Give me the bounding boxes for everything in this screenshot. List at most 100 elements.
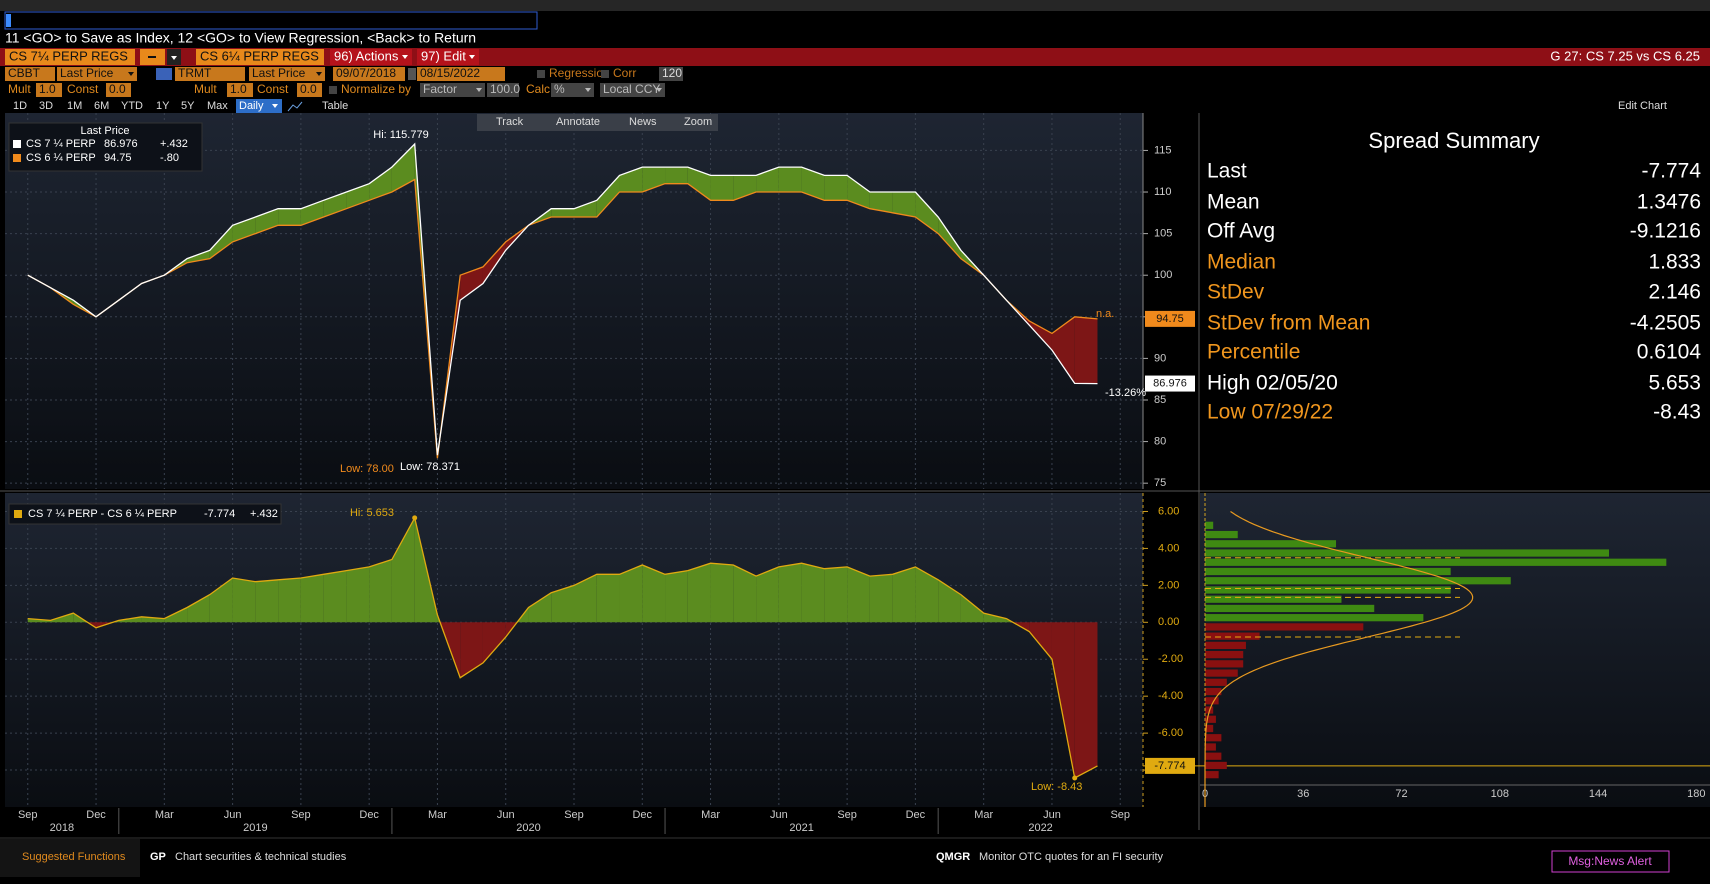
function-code[interactable]: QMGR (936, 851, 970, 863)
source-field[interactable] (5, 67, 55, 81)
tool-button[interactable]: Track (496, 116, 524, 128)
period-button[interactable]: 1D (13, 100, 27, 112)
label: Factor (423, 82, 457, 96)
x-tick-label: Jun (224, 809, 242, 821)
command-input[interactable] (4, 11, 538, 30)
tool-button[interactable]: Annotate (556, 116, 600, 128)
const-field: 0.0 (300, 82, 317, 96)
legend-value: -7.774 (204, 508, 235, 520)
gain-area (778, 167, 802, 193)
label: Const (67, 82, 99, 96)
gain-area (369, 559, 392, 623)
histogram-bar (1205, 549, 1609, 557)
alert-box[interactable] (1551, 850, 1670, 873)
color-button[interactable] (156, 68, 172, 80)
high-marker (412, 515, 418, 521)
loss-area (1029, 320, 1052, 351)
gain-area (255, 208, 279, 234)
security-1: CS 7¼ PERP REGS (9, 48, 128, 63)
menu-button[interactable] (417, 49, 479, 65)
histogram-bar (1205, 651, 1244, 659)
edit-chart-button[interactable]: Edit Chart (1618, 100, 1667, 112)
field-select[interactable] (249, 67, 325, 81)
gain-area (892, 566, 916, 623)
summary-label: StDev from Mean (1207, 312, 1370, 335)
tool-button[interactable]: Zoom (684, 116, 712, 128)
select[interactable] (551, 83, 594, 97)
period-button[interactable]: Max (207, 100, 228, 112)
gain-area (665, 570, 688, 623)
gain-area (391, 517, 415, 623)
date-field: 09/07/2018 (336, 66, 396, 80)
calendar-icon (408, 68, 416, 80)
menu-button[interactable] (330, 49, 412, 65)
x-tick-label: 108 (1491, 788, 1509, 800)
date-field[interactable] (333, 67, 405, 81)
gain-area (983, 613, 1007, 623)
function-code[interactable]: GP (150, 851, 166, 863)
gain-area (278, 577, 301, 623)
period-button[interactable]: YTD (121, 100, 143, 112)
frequency-select[interactable] (236, 99, 282, 113)
gain-area (346, 566, 370, 623)
gain-area (391, 143, 415, 193)
period-button[interactable]: 5Y (181, 100, 195, 112)
legend-change: +.432 (250, 508, 278, 520)
tool-button[interactable]: News (629, 116, 657, 128)
label: Const (257, 82, 289, 96)
select[interactable] (420, 83, 485, 97)
summary-value: -9.1216 (1630, 220, 1701, 243)
legend-name: CS 7 ¼ PERP (26, 138, 96, 150)
period-button[interactable]: 1M (67, 100, 82, 112)
legend (8, 503, 282, 525)
histogram-bar (1205, 669, 1238, 677)
period-button[interactable]: 1Y (156, 100, 170, 112)
annotation: Hi: 5.653 (350, 507, 394, 519)
const-field[interactable] (297, 83, 322, 97)
date-field[interactable] (417, 67, 505, 81)
checkbox[interactable] (329, 86, 337, 94)
checkbox[interactable] (537, 70, 545, 78)
select[interactable] (600, 83, 665, 97)
price-line (27, 178, 1098, 459)
mult-field[interactable] (227, 83, 253, 97)
security-field[interactable] (196, 49, 324, 65)
field-select[interactable] (57, 67, 137, 81)
period-button[interactable]: 6M (94, 100, 109, 112)
function-desc[interactable]: Monitor OTC quotes for an FI security (979, 851, 1164, 863)
label: % (554, 82, 565, 96)
gain-area (255, 579, 279, 623)
corr-field[interactable] (659, 67, 683, 81)
const-field[interactable] (106, 83, 131, 97)
gain-area (915, 192, 939, 234)
label: Daily (239, 100, 264, 112)
annotation: Low: -8.43 (1031, 781, 1082, 793)
mult-field[interactable] (36, 83, 62, 97)
histogram-bar (1205, 540, 1337, 548)
source-field[interactable] (175, 67, 245, 81)
checkbox[interactable] (601, 70, 609, 78)
security-field[interactable] (5, 49, 135, 65)
y-tick-label: 115 (1154, 144, 1172, 156)
gain-area (300, 574, 324, 623)
annotation: -13.26% (1105, 387, 1146, 399)
last-value-label: -7.774 (1154, 760, 1185, 772)
y-tick-label: 85 (1154, 394, 1166, 406)
gain-area (824, 175, 848, 201)
x-tick-label: Mar (974, 809, 993, 821)
period-button[interactable]: 3D (39, 100, 53, 112)
histogram-bar (1205, 530, 1238, 539)
price-plot (5, 113, 1143, 489)
histogram-bar (1205, 623, 1364, 631)
x-tick-label: 72 (1395, 788, 1407, 800)
label: 100.0 (490, 82, 520, 96)
gain-area (323, 570, 347, 623)
summary-label: Percentile (1207, 341, 1300, 364)
input[interactable] (487, 83, 519, 97)
table-button[interactable]: Table (322, 100, 348, 112)
spread-line (27, 516, 1098, 779)
y-tick-label: -4.00 (1158, 690, 1183, 702)
summary-label: High 02/05/20 (1207, 372, 1338, 395)
loss-area (482, 241, 506, 284)
function-desc[interactable]: Chart securities & technical studies (175, 851, 347, 863)
